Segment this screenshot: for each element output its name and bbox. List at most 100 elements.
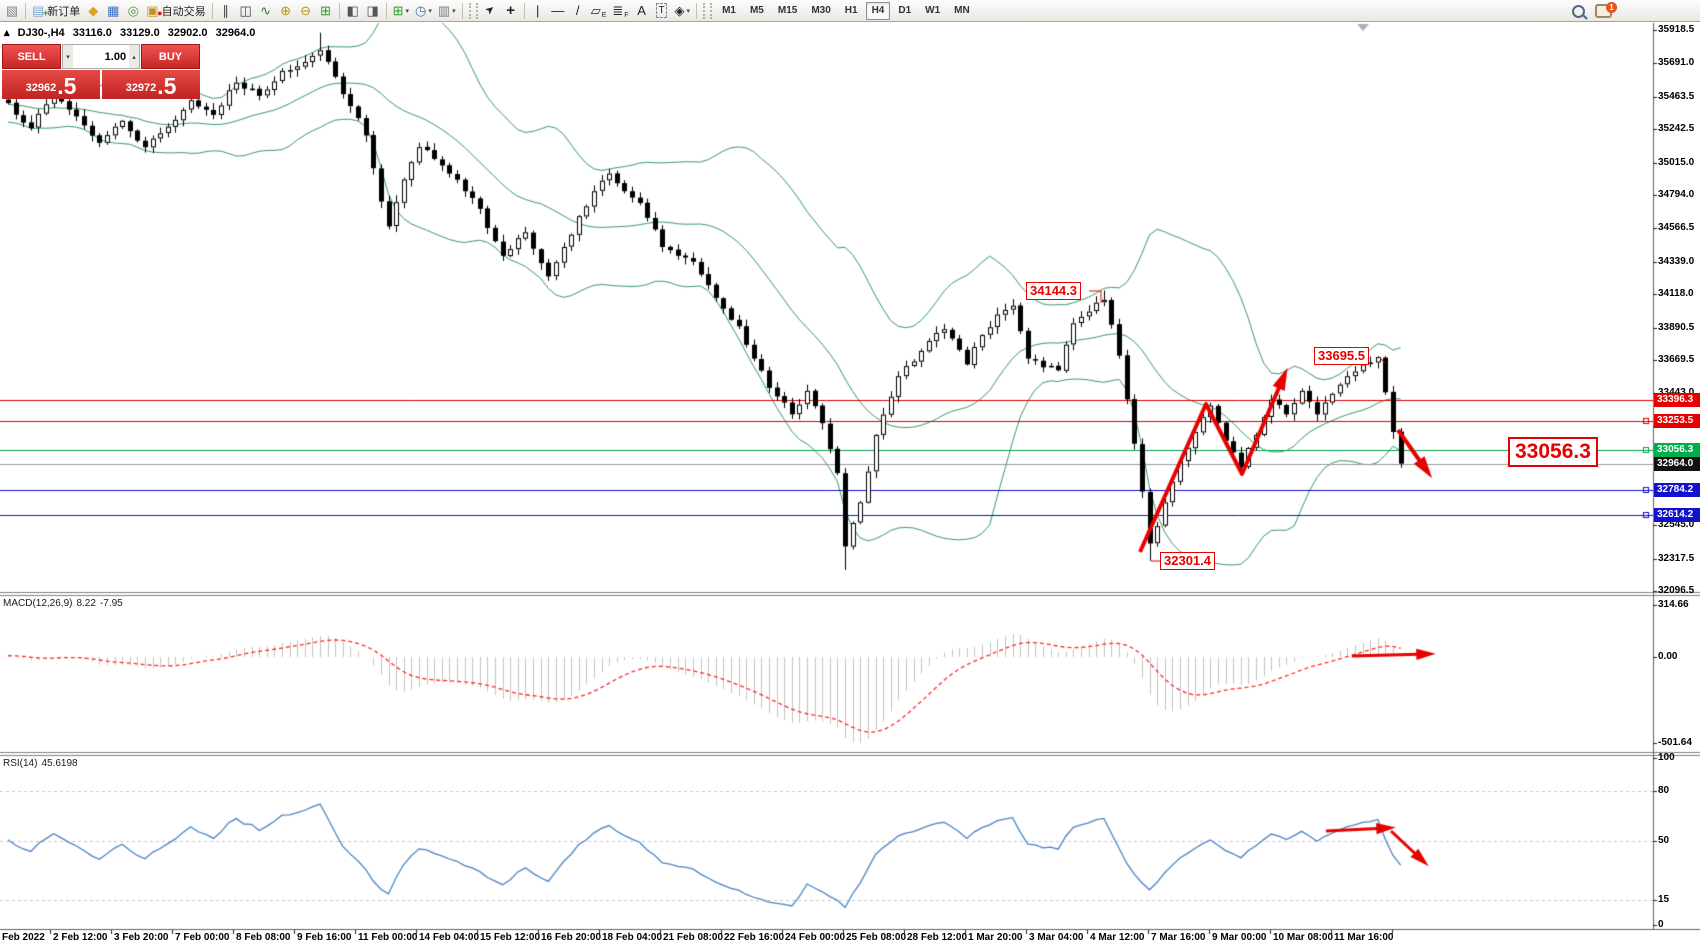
vertical-line-icon: |: [535, 3, 540, 18]
price-tick-label: 35015.0: [1658, 156, 1695, 168]
text-button[interactable]: A: [632, 1, 652, 20]
price-tick-label: 32545.0: [1658, 519, 1695, 531]
rsi-value: 45.6198: [41, 758, 78, 769]
sell-price-big-digit: .5: [57, 73, 77, 99]
timeframe-m15-button[interactable]: M15: [772, 2, 803, 20]
high-label-33695[interactable]: 33695.5: [1314, 347, 1369, 365]
add-indicator-button[interactable]: ⊞ ▾: [390, 1, 412, 20]
toolbar-separator: [461, 2, 463, 19]
candlestick-chart-button[interactable]: ◫: [236, 1, 256, 20]
rsi-axis-label: 80: [1658, 785, 1670, 797]
time-axis-label: 16 Feb 20:00: [541, 932, 602, 943]
timeframe-d1-button[interactable]: D1: [892, 2, 917, 20]
templates-button[interactable]: ▥ ▾: [435, 1, 459, 20]
volume-decrease-button[interactable]: ▾: [63, 45, 73, 68]
chevron-down-icon: ▾: [452, 7, 456, 15]
price-tick-label: 34118.0: [1658, 288, 1694, 300]
market-watch-icon[interactable]: ▦: [103, 1, 123, 20]
time-axis-label: 3 Mar 04:00: [1029, 932, 1084, 943]
high-label-34144[interactable]: 34144.3: [1026, 282, 1081, 300]
timeframe-m1-button[interactable]: M1: [716, 2, 742, 20]
price-tick-label: 32317.5: [1658, 552, 1695, 564]
time-axis-label: 4 Mar 12:00: [1090, 932, 1145, 943]
toolbar-grip[interactable]: [703, 2, 713, 19]
key-level-label-33056[interactable]: 33056.3: [1508, 437, 1598, 467]
chat-icon[interactable]: 1: [1595, 2, 1617, 18]
crosshair-icon: +: [506, 2, 516, 19]
zoom-out-button[interactable]: ⊖: [296, 1, 316, 20]
sell-price[interactable]: 32962.5: [2, 70, 100, 99]
price-tick-label: 32096.5: [1658, 584, 1695, 596]
timeframe-mn-button[interactable]: MN: [948, 2, 976, 20]
volume-increase-button[interactable]: ▴: [129, 45, 139, 68]
bar-chart-icon: ∥: [222, 3, 229, 18]
search-icon[interactable]: [1572, 4, 1585, 18]
new-order-button-overlay: +: [43, 8, 49, 18]
timeframe-h4-button[interactable]: H4: [865, 1, 891, 20]
time-axis-label: 22 Feb 16:00: [724, 932, 785, 943]
price-badge: 33056.3: [1654, 443, 1700, 458]
arrows-shapes-button[interactable]: ◈ ▾: [672, 1, 694, 20]
rsi-axis-label: 0: [1658, 919, 1664, 930]
price-tick-label: 34566.5: [1658, 222, 1695, 234]
toolbar-separator: [696, 2, 698, 19]
toolbar-grip[interactable]: [468, 2, 478, 19]
timeframe-w1-button[interactable]: W1: [919, 2, 946, 20]
timeframe-m30-button[interactable]: M30: [805, 2, 836, 20]
trendline-button[interactable]: /: [568, 1, 588, 20]
buy-button[interactable]: BUY: [141, 44, 200, 69]
tile-windows-icon: ⊞: [320, 3, 332, 18]
timeframe-m5-button[interactable]: M5: [744, 2, 770, 20]
new-order-button[interactable]: ▤ + 新订单: [29, 1, 83, 20]
time-axis-label: 15 Feb 12:00: [480, 932, 541, 943]
autotrading-button-label: 自动交易: [161, 5, 206, 18]
trendline-icon: /: [575, 3, 580, 18]
horizontal-line-button[interactable]: —: [548, 1, 568, 20]
market-watch-icon: ▦: [107, 3, 120, 18]
text-label-button[interactable]: T: [652, 1, 672, 20]
buy-price-main: 32972: [125, 82, 157, 94]
low-label-32301[interactable]: 32301.4: [1160, 552, 1215, 570]
macd-axis-label: -501.64: [1658, 737, 1692, 748]
line-chart-button[interactable]: ∿: [256, 1, 276, 20]
fibonacci-button-letter: F: [624, 12, 629, 19]
crosshair-button[interactable]: +: [501, 1, 521, 20]
time-axis-label: 2 Feb 12:00: [53, 932, 108, 943]
chevron-down-icon: ▾: [428, 7, 432, 15]
fibonacci-button[interactable]: ≣ F: [609, 1, 631, 20]
time-axis-label: 11 Mar 16:00: [1334, 932, 1394, 943]
macd-signal-value: -7.95: [99, 598, 123, 609]
chart-fragment-icon[interactable]: ▧: [2, 1, 22, 20]
vertical-line-button[interactable]: |: [528, 1, 548, 20]
indicator-window-button[interactable]: ◧: [343, 1, 363, 20]
indicator-window-alt-button[interactable]: ◨: [363, 1, 383, 20]
cursor-button[interactable]: ➤: [481, 1, 501, 20]
period-icon: ◷: [415, 3, 427, 18]
equidistant-channel-button[interactable]: ▱ E: [588, 1, 610, 20]
macd-indicator-label: MACD(12,26,9) 8.22 -7.95: [3, 598, 127, 609]
tile-windows-button[interactable]: ⊞: [316, 1, 336, 20]
one-click-collapse-arrow[interactable]: ▴: [4, 27, 10, 39]
timeframe-h1-button[interactable]: H1: [839, 2, 864, 20]
rsi-axis-label: 50: [1658, 835, 1670, 847]
equidistant-channel-icon: ▱: [590, 3, 601, 18]
profiles-icon[interactable]: ◆: [83, 1, 103, 20]
zoom-in-button[interactable]: ⊕: [276, 1, 296, 20]
bar-chart-button[interactable]: ∥: [216, 1, 236, 20]
volume-stepper: ▾ ▴: [62, 44, 140, 69]
rsi-name: RSI(14): [3, 758, 38, 769]
navigator-icon[interactable]: ◎: [123, 1, 143, 20]
period-button[interactable]: ◷ ▾: [412, 1, 435, 20]
time-axis-label: 14 Feb 04:00: [419, 932, 480, 943]
autotrading-button[interactable]: ▣ ● 自动交易: [143, 1, 208, 20]
buy-price[interactable]: 32972.5: [102, 70, 200, 99]
time-axis-label: Feb 2022: [2, 932, 45, 943]
volume-input[interactable]: [72, 45, 130, 68]
text-label-icon: T: [656, 3, 667, 18]
time-axis-label: 7 Feb 00:00: [175, 932, 230, 943]
time-axis-label: 9 Feb 16:00: [297, 932, 352, 943]
sell-button[interactable]: SELL: [2, 44, 61, 69]
time-axis-label: 18 Feb 04:00: [602, 932, 663, 943]
ohlc-open: 33116.0: [72, 27, 112, 39]
